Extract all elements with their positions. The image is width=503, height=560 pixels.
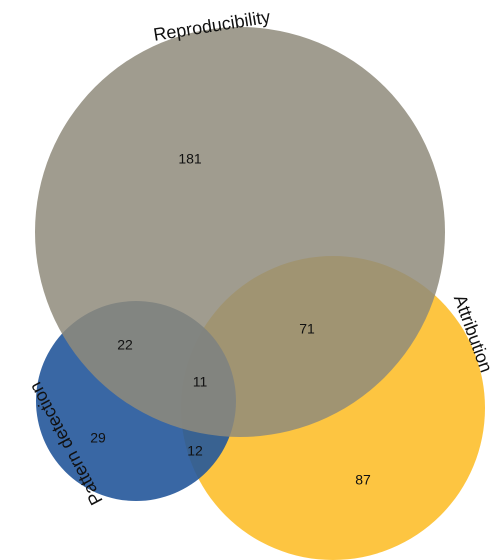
region-value: 11 bbox=[193, 374, 208, 390]
region-value: 87 bbox=[355, 472, 371, 488]
region-value: 181 bbox=[178, 151, 202, 167]
region-value: 12 bbox=[187, 443, 203, 459]
set-circle bbox=[35, 27, 445, 437]
region-value: 71 bbox=[299, 321, 315, 337]
region-value: 22 bbox=[117, 337, 133, 353]
region-value: 29 bbox=[90, 430, 106, 446]
